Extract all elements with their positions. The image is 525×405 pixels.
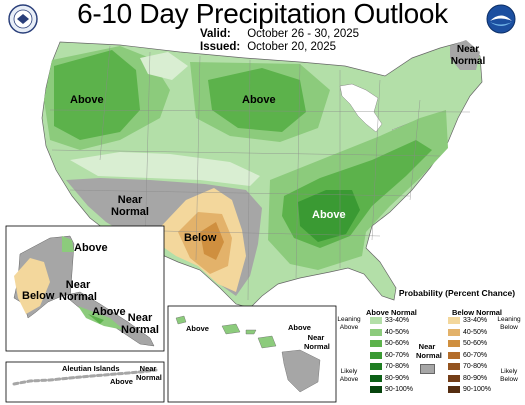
legend-below-range-label: 60-70%	[463, 351, 488, 359]
legend-above-row: 90-100%	[370, 386, 413, 394]
legend-below-range-label: 33-40%	[463, 317, 488, 324]
legend-below-row: 70-80%	[448, 363, 487, 371]
page-title: 6-10 Day Precipitation Outlook	[77, 0, 448, 29]
alaska-south-above	[78, 306, 124, 330]
aleutian-chain	[12, 368, 158, 386]
great-lakes	[339, 83, 383, 133]
legend-below-range-label: 50-60%	[463, 340, 488, 347]
legend-near-label: Near Normal	[416, 342, 442, 360]
label-aleutian-above: Above	[110, 377, 133, 386]
label-texas: Below	[184, 232, 217, 244]
label-southwest: Near Normal	[111, 194, 149, 218]
issued-line: Issued: October 20, 2025	[200, 41, 336, 53]
alaska-north-above	[62, 236, 74, 252]
alaska-south-above-50	[88, 314, 104, 324]
new-england-near-normal	[450, 40, 480, 70]
noaa-logo-icon	[486, 4, 516, 34]
label-hawaii-west: Above	[186, 324, 209, 333]
label-aleutian-islands: Aleutian Islands	[62, 364, 120, 373]
pnw-50-band	[54, 50, 140, 140]
legend-below-row: 90-100%	[448, 386, 491, 394]
central-pale-band	[70, 152, 260, 186]
legend-below-range-label: 40-50%	[463, 328, 488, 336]
hawaii-kauai	[175, 315, 187, 325]
label-new-england: Near Normal	[450, 44, 486, 67]
legend-above-row: 33-40%	[370, 317, 409, 325]
legend-below-swatch	[448, 317, 460, 324]
legend-below-range-label: 80-90%	[463, 374, 488, 382]
legend-above-range-label: 33-40%	[385, 317, 410, 324]
issued-label: Issued:	[200, 41, 241, 53]
legend-below-swatch	[448, 328, 460, 336]
valid-label: Valid:	[200, 28, 231, 40]
texas-below-50	[200, 222, 224, 260]
legend-below-row: 33-40%	[448, 317, 487, 325]
alaska-below-33	[14, 258, 50, 314]
legend-above-row: 40-50%	[370, 328, 410, 337]
legend-leaning-below: Leaning Below	[497, 316, 521, 331]
hawaii-oahu	[221, 323, 241, 335]
legend-above-header: Above Normal	[366, 308, 417, 317]
legend-above-swatch	[370, 328, 382, 336]
label-pacific-nw: Above	[70, 94, 104, 106]
label-hawaii-near: Near Normal	[304, 333, 330, 351]
legend-below-swatch	[448, 386, 460, 393]
label-hawaii-above: Above	[288, 323, 311, 332]
issued-value: October 20, 2025	[247, 41, 337, 53]
legend-above-swatch	[370, 340, 382, 347]
legend-below-row: 40-50%	[448, 328, 488, 337]
legend-title: Probability (Percent Chance)	[398, 288, 516, 298]
label-north-plains: Above	[242, 94, 276, 106]
hawaii-big-island	[281, 349, 321, 393]
legend-above-range-label: 90-100%	[385, 386, 414, 393]
label-alaska-panhandle: Near Normal	[121, 312, 159, 336]
legend-above-range-label: 40-50%	[385, 328, 410, 336]
legend-likely-above: Likely Above	[339, 368, 359, 383]
valid-line: Valid: October 26 - 30, 2025	[200, 28, 359, 40]
valid-value: October 26 - 30, 2025	[247, 28, 360, 40]
label-aleutian-near: Near Normal	[136, 364, 162, 382]
doc-seal-icon	[8, 4, 38, 34]
tn-60-core	[298, 190, 360, 242]
legend-above-range-label: 60-70%	[385, 351, 410, 359]
legend-above-swatch	[370, 363, 382, 370]
label-tennessee-valley: Above	[312, 209, 346, 221]
legend-above-row: 70-80%	[370, 363, 409, 371]
legend-leaning-above: Leaning Above	[337, 316, 361, 331]
hawaii-inset-frame	[167, 305, 337, 403]
legend-above-range-label: 70-80%	[385, 363, 410, 370]
legend-above-swatch	[370, 351, 382, 359]
legend-likely-below: Likely Below	[500, 368, 518, 383]
rockies-pale-band	[140, 52, 188, 80]
plains-50-band	[208, 68, 306, 132]
legend-below-range-label: 90-100%	[463, 386, 492, 393]
label-alaska-west: Below	[22, 290, 55, 302]
legend-above-row: 50-60%	[370, 340, 409, 348]
legend-below-swatch	[448, 340, 460, 347]
legend-below-range-label: 70-80%	[463, 363, 488, 370]
legend-below-row: 80-90%	[448, 374, 488, 383]
legend-near-swatch	[420, 364, 435, 374]
legend-below-row: 50-60%	[448, 340, 487, 348]
legend-below-header: Below Normal	[452, 308, 503, 317]
legend-above-row: 80-90%	[370, 374, 410, 383]
legend-above-row: 60-70%	[370, 351, 410, 360]
legend-below-row: 60-70%	[448, 351, 488, 360]
legend-above-swatch	[370, 317, 382, 324]
label-alaska-north: Above	[74, 242, 108, 254]
legend-above-range-label: 50-60%	[385, 340, 410, 347]
legend-below-swatch	[448, 363, 460, 370]
hawaii-maui	[257, 335, 277, 349]
label-alaska-interior: Near Normal	[59, 279, 97, 303]
legend-above-swatch	[370, 374, 382, 382]
legend-above-swatch	[370, 386, 382, 393]
legend-below-swatch	[448, 351, 460, 359]
legend-below-swatch	[448, 374, 460, 382]
legend-above-range-label: 80-90%	[385, 374, 410, 382]
label-alaska-south: Above	[92, 306, 126, 318]
hawaii-molokai	[245, 329, 257, 335]
